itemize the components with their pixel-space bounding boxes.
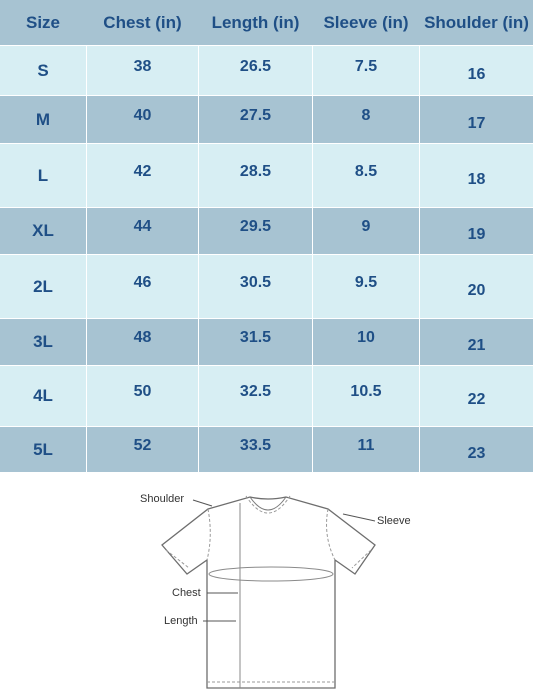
cell-shoulder: 17 bbox=[420, 96, 533, 143]
table-row: XL 44 29.5 9 19 bbox=[0, 208, 533, 254]
size-chart-table: Size Chest (in) Length (in) Sleeve (in) … bbox=[0, 0, 533, 472]
table-row: L 42 28.5 8.5 18 bbox=[0, 144, 533, 207]
cell-sleeve: 10.5 bbox=[313, 366, 419, 426]
cell-shoulder: 21 bbox=[420, 319, 533, 365]
table-row: 4L 50 32.5 10.5 22 bbox=[0, 366, 533, 426]
header-row: Size Chest (in) Length (in) Sleeve (in) … bbox=[0, 0, 533, 45]
tshirt-measurement-diagram bbox=[161, 495, 376, 689]
cell-chest: 40 bbox=[87, 96, 198, 143]
cell-size: XL bbox=[0, 208, 86, 254]
shoulder-label: Shoulder bbox=[140, 493, 185, 505]
cell-size: M bbox=[0, 96, 86, 143]
cell-chest: 50 bbox=[87, 366, 198, 426]
cell-size: 3L bbox=[0, 319, 86, 365]
cell-shoulder: 18 bbox=[420, 144, 533, 207]
header-sleeve: Sleeve (in) bbox=[313, 0, 419, 45]
cell-sleeve: 9 bbox=[313, 208, 419, 254]
left-sleeve-seam bbox=[206, 508, 211, 561]
cell-chest: 48 bbox=[87, 319, 198, 365]
table-row: 5L 52 33.5 11 23 bbox=[0, 427, 533, 472]
cell-chest: 38 bbox=[87, 46, 198, 95]
right-sleeve-seam bbox=[326, 508, 336, 561]
cell-length: 32.5 bbox=[199, 366, 312, 426]
cell-length: 26.5 bbox=[199, 46, 312, 95]
cell-sleeve: 11 bbox=[313, 427, 419, 472]
table-row: M 40 27.5 8 17 bbox=[0, 96, 533, 143]
header-length: Length (in) bbox=[199, 0, 312, 45]
cell-size: 5L bbox=[0, 427, 86, 472]
header-shoulder: Shoulder (in) bbox=[420, 0, 533, 45]
cell-shoulder: 23 bbox=[420, 427, 533, 472]
cell-shoulder: 20 bbox=[420, 255, 533, 318]
table-row: S 38 26.5 7.5 16 bbox=[0, 46, 533, 95]
cell-size: S bbox=[0, 46, 86, 95]
cell-shoulder: 16 bbox=[420, 46, 533, 95]
cell-sleeve: 7.5 bbox=[313, 46, 419, 95]
chest-measure-line bbox=[208, 566, 334, 582]
length-label: Length bbox=[164, 615, 198, 627]
cell-length: 33.5 bbox=[199, 427, 312, 472]
sleeve-label: Sleeve bbox=[377, 515, 411, 527]
cell-sleeve: 10 bbox=[313, 319, 419, 365]
cell-size: 4L bbox=[0, 366, 86, 426]
collar bbox=[249, 496, 287, 511]
table-row: 2L 46 30.5 9.5 20 bbox=[0, 255, 533, 318]
chest-label: Chest bbox=[172, 587, 201, 599]
header-size: Size bbox=[0, 0, 86, 45]
header-chest: Chest (in) bbox=[87, 0, 198, 45]
cell-size: 2L bbox=[0, 255, 86, 318]
cell-sleeve: 9.5 bbox=[313, 255, 419, 318]
cell-sleeve: 8.5 bbox=[313, 144, 419, 207]
table-row: 3L 48 31.5 10 21 bbox=[0, 319, 533, 365]
cell-length: 31.5 bbox=[199, 319, 312, 365]
cell-shoulder: 22 bbox=[420, 366, 533, 426]
cell-length: 30.5 bbox=[199, 255, 312, 318]
cell-chest: 46 bbox=[87, 255, 198, 318]
cell-chest: 42 bbox=[87, 144, 198, 207]
cell-chest: 44 bbox=[87, 208, 198, 254]
cell-shoulder: 19 bbox=[420, 208, 533, 254]
cell-chest: 52 bbox=[87, 427, 198, 472]
cell-length: 28.5 bbox=[199, 144, 312, 207]
cell-size: L bbox=[0, 144, 86, 207]
cell-length: 27.5 bbox=[199, 96, 312, 143]
cell-length: 29.5 bbox=[199, 208, 312, 254]
cell-sleeve: 8 bbox=[313, 96, 419, 143]
